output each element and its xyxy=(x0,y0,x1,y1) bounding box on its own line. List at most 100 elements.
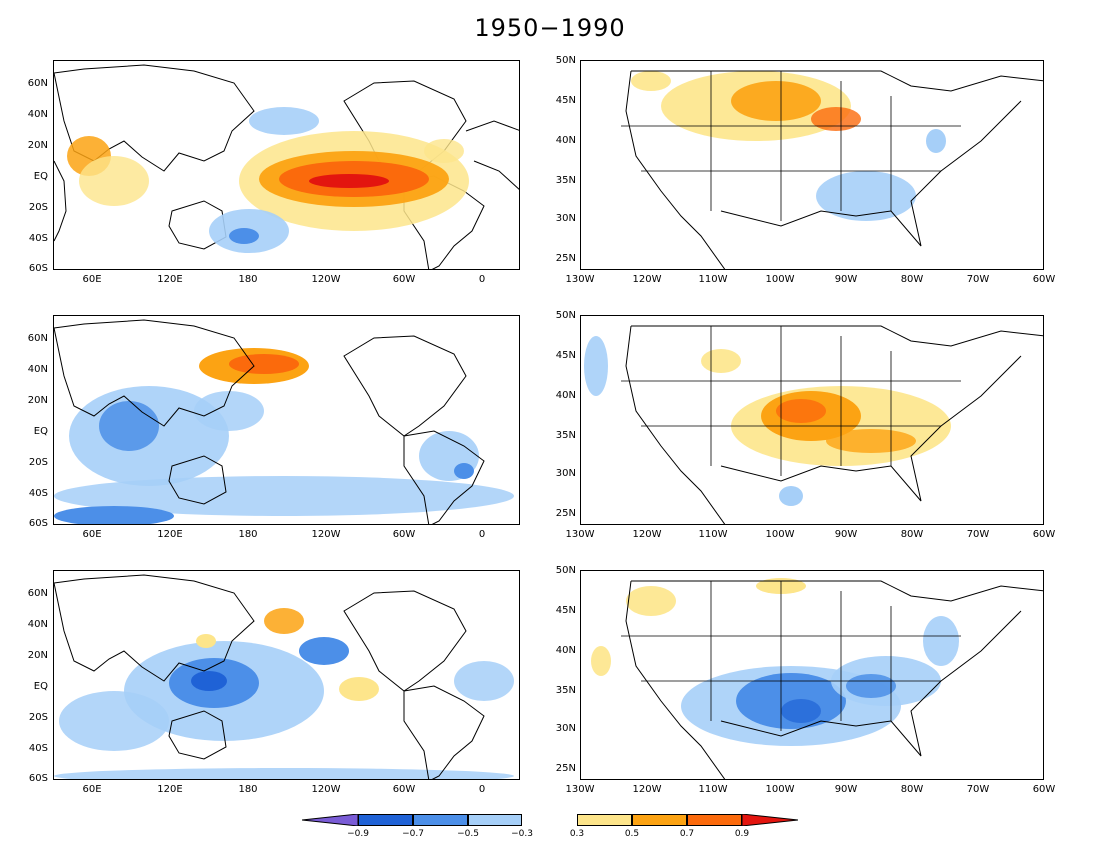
us-lon-tick: 100W xyxy=(765,784,795,795)
lat-tick: 20S xyxy=(28,457,48,468)
us-lat-tick: 45N xyxy=(555,95,576,106)
lon-tick: 0 xyxy=(478,529,486,540)
us-lon-tick: 60W xyxy=(1032,529,1056,540)
lon-tick: 0 xyxy=(478,784,486,795)
lon-tick: 120E xyxy=(157,784,183,795)
lon-tick: 120E xyxy=(157,529,183,540)
us-lon-tick: 80W xyxy=(900,529,924,540)
us-lat-tick: 40N xyxy=(555,390,576,401)
us-lon-tick: 80W xyxy=(900,784,924,795)
us-lat-tick: 35N xyxy=(555,685,576,696)
lat-tick: 60N xyxy=(27,588,48,599)
global-map-panel-1 xyxy=(53,60,520,270)
lat-tick: 60N xyxy=(27,78,48,89)
lon-tick: 180 xyxy=(238,274,258,285)
figure-title: 1950−1990 xyxy=(474,14,626,42)
lon-tick: 120W xyxy=(311,784,341,795)
us-lat-tick: 45N xyxy=(555,350,576,361)
colorbar-box-neg05 xyxy=(468,814,522,826)
lon-tick: 0 xyxy=(478,274,486,285)
lon-tick: 180 xyxy=(238,529,258,540)
us-lat-tick: 30N xyxy=(555,723,576,734)
us-lat-tick: 30N xyxy=(555,213,576,224)
global-map-panel-2 xyxy=(53,315,520,525)
us-lon-tick: 130W xyxy=(565,784,595,795)
lon-tick: 60E xyxy=(82,529,102,540)
lon-tick: 60E xyxy=(82,784,102,795)
colorbar-label: −0.5 xyxy=(457,829,479,839)
us-lat-tick: 25N xyxy=(555,253,576,264)
global-map-2-svg xyxy=(54,319,514,524)
lat-tick: 40S xyxy=(28,488,48,499)
us-lat-tick: 25N xyxy=(555,508,576,519)
us-lon-tick: 70W xyxy=(966,784,990,795)
colorbar-box-neg07 xyxy=(413,814,468,826)
us-map-1-svg xyxy=(621,70,1043,269)
us-lon-tick: 90W xyxy=(834,274,858,285)
us-map-2-svg xyxy=(584,325,1043,524)
us-lat-tick: 50N xyxy=(555,565,576,576)
us-cool-southeast xyxy=(816,171,916,221)
lat-tick: 20N xyxy=(27,140,48,151)
lon-tick: 120W xyxy=(311,529,341,540)
lat-tick: EQ xyxy=(33,681,48,692)
us-map-panel-2 xyxy=(580,315,1044,525)
us-lat-tick: 40N xyxy=(555,135,576,146)
us-lon-tick: 110W xyxy=(698,529,728,540)
colorbar-neg-arrow xyxy=(302,814,358,826)
lat-tick: 40N xyxy=(27,619,48,630)
us-map-panel-3 xyxy=(580,570,1044,780)
colorbar-label: 0.5 xyxy=(624,829,640,839)
us-lon-tick: 70W xyxy=(966,274,990,285)
us-lon-tick: 60W xyxy=(1032,784,1056,795)
us-lon-tick: 110W xyxy=(698,784,728,795)
lat-tick: 20S xyxy=(28,202,48,213)
colorbar-label: −0.3 xyxy=(511,829,533,839)
us-lat-tick: 35N xyxy=(555,430,576,441)
lat-tick: 20N xyxy=(27,650,48,661)
us-lat-tick: 40N xyxy=(555,645,576,656)
lat-tick: 40N xyxy=(27,364,48,375)
us-lon-tick: 70W xyxy=(966,529,990,540)
lon-tick: 60W xyxy=(392,784,416,795)
us-map-panel-1 xyxy=(580,60,1044,270)
lat-tick: EQ xyxy=(33,171,48,182)
us-lon-tick: 60W xyxy=(1032,274,1056,285)
lon-tick: 60E xyxy=(82,274,102,285)
us-lon-tick: 130W xyxy=(565,274,595,285)
us-lon-tick: 90W xyxy=(834,784,858,795)
lat-tick: 60S xyxy=(28,263,48,274)
us-lon-tick: 100W xyxy=(765,274,795,285)
lat-tick: EQ xyxy=(33,426,48,437)
us-lat-tick: 50N xyxy=(555,310,576,321)
us-lat-tick: 25N xyxy=(555,763,576,774)
us-lat-tick: 30N xyxy=(555,468,576,479)
lat-tick: 60S xyxy=(28,773,48,784)
colorbar-label: −0.9 xyxy=(347,829,369,839)
colorbar-box-neg09 xyxy=(358,814,413,826)
lat-tick: 60N xyxy=(27,333,48,344)
us-lon-tick: 110W xyxy=(698,274,728,285)
us-lon-tick: 80W xyxy=(900,274,924,285)
lon-tick: 120E xyxy=(157,274,183,285)
lon-tick: 60W xyxy=(392,274,416,285)
colorbar-label: 0.3 xyxy=(569,829,585,839)
colorbar-label: 0.7 xyxy=(679,829,695,839)
lat-tick: 20N xyxy=(27,395,48,406)
colorbar-box-pos07 xyxy=(687,814,742,826)
lat-tick: 40N xyxy=(27,109,48,120)
us-lat-tick: 50N xyxy=(555,55,576,66)
us-lat-tick: 35N xyxy=(555,175,576,186)
lat-tick: 60S xyxy=(28,518,48,529)
us-map-3-svg xyxy=(591,578,1043,779)
colorbar-label: 0.9 xyxy=(734,829,750,839)
us-lon-tick: 130W xyxy=(565,529,595,540)
us-lat-tick: 45N xyxy=(555,605,576,616)
us-lon-tick: 120W xyxy=(632,274,662,285)
lon-tick: 180 xyxy=(238,784,258,795)
us-lon-tick: 90W xyxy=(834,529,858,540)
global-map-1-svg xyxy=(54,64,519,269)
colorbar-box-pos05 xyxy=(632,814,687,826)
us-lon-tick: 100W xyxy=(765,529,795,540)
colorbar-box-pos03 xyxy=(577,814,632,826)
